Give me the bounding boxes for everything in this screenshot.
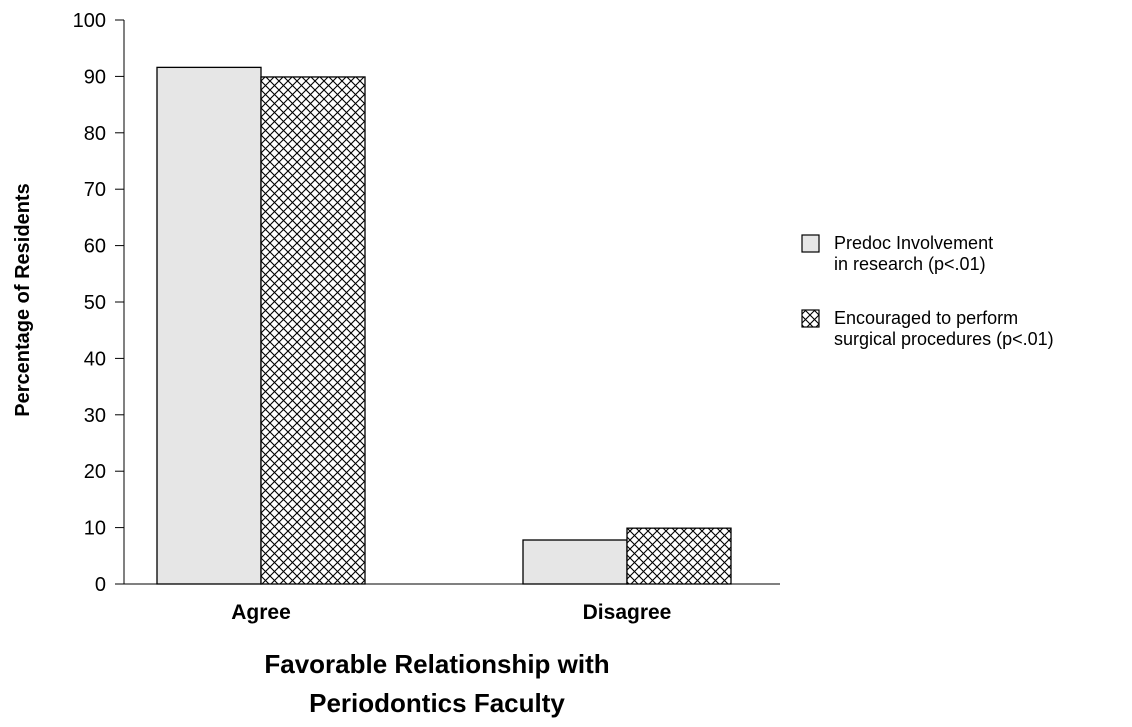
legend-swatch-series-2 — [801, 309, 820, 328]
category-labels: Agree Disagree — [231, 601, 671, 624]
x-axis-label: Favorable Relationship with Periodontics … — [264, 649, 609, 718]
legend-swatch-series-1 — [801, 234, 820, 253]
category-label-disagree: Disagree — [583, 601, 672, 624]
y-tick-label: 30 — [84, 405, 106, 427]
bar-disagree-series-2 — [626, 527, 732, 585]
y-axis-label: Percentage of Residents — [12, 183, 34, 416]
category-label-agree: Agree — [231, 601, 291, 624]
x-axis-label-line: Periodontics Faculty — [309, 688, 565, 718]
x-axis-label-line: Favorable Relationship with — [264, 649, 609, 679]
legend-label-series-1: Predoc Involvement — [834, 233, 993, 253]
y-tick-label: 20 — [84, 461, 106, 483]
y-tick-label: 70 — [84, 179, 106, 201]
y-tick-label: 40 — [84, 348, 106, 370]
legend-label-series-2: Encouraged to perform — [834, 308, 1018, 328]
legend-label-series-2: surgical procedures (p<.01) — [834, 329, 1054, 349]
y-tick-label: 50 — [84, 292, 106, 314]
y-tick-label: 80 — [84, 123, 106, 145]
y-tick-label: 60 — [84, 236, 106, 258]
y-tick-label: 100 — [73, 10, 106, 32]
bar-agree-series-1 — [156, 66, 262, 585]
bars — [156, 66, 732, 585]
y-tick-label: 10 — [84, 518, 106, 540]
y-tick-label: 90 — [84, 66, 106, 88]
y-axis: 0 10 20 30 40 50 60 70 80 90 100 — [73, 10, 125, 596]
bar-agree-series-2 — [260, 76, 366, 585]
bar-disagree-series-1 — [522, 539, 628, 585]
y-tick-label: 0 — [95, 574, 106, 596]
legend-label-series-1: in research (p<.01) — [834, 254, 986, 274]
